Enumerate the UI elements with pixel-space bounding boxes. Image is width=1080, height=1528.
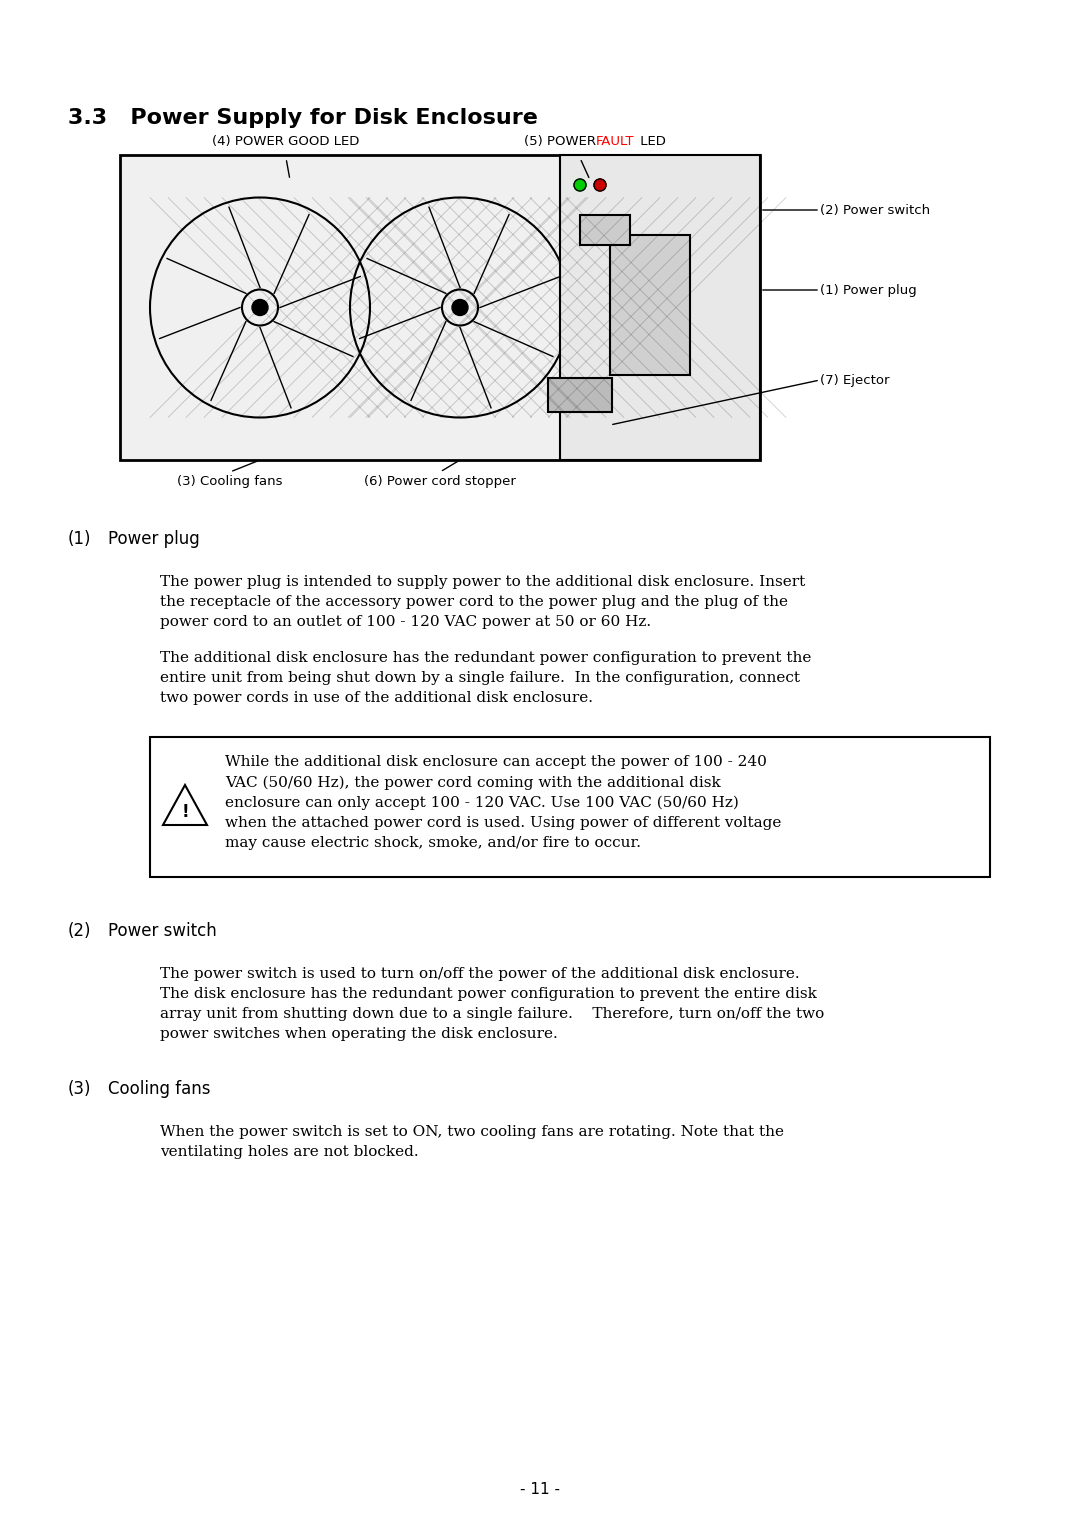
Text: !: ! <box>181 804 189 821</box>
FancyBboxPatch shape <box>610 235 690 374</box>
FancyBboxPatch shape <box>580 215 630 244</box>
Text: (2) Power switch: (2) Power switch <box>820 203 930 217</box>
FancyBboxPatch shape <box>150 736 990 877</box>
Circle shape <box>453 299 468 315</box>
Text: The additional disk enclosure has the redundant power configuration to prevent t: The additional disk enclosure has the re… <box>160 651 811 704</box>
Text: 3.3   Power Supply for Disk Enclosure: 3.3 Power Supply for Disk Enclosure <box>68 108 538 128</box>
FancyBboxPatch shape <box>120 154 760 460</box>
Text: Power plug: Power plug <box>108 530 200 549</box>
Text: LED: LED <box>636 134 666 148</box>
Text: (2): (2) <box>68 921 92 940</box>
Text: (3): (3) <box>68 1080 92 1099</box>
Text: (6) Power cord stopper: (6) Power cord stopper <box>364 475 516 487</box>
Text: (4) POWER GOOD LED: (4) POWER GOOD LED <box>213 134 360 148</box>
FancyBboxPatch shape <box>548 377 612 413</box>
Text: - 11 -: - 11 - <box>519 1482 561 1497</box>
Text: (1) Power plug: (1) Power plug <box>820 284 917 296</box>
Text: When the power switch is set to ON, two cooling fans are rotating. Note that the: When the power switch is set to ON, two … <box>160 1125 784 1160</box>
Text: (7) Ejector: (7) Ejector <box>820 373 890 387</box>
Text: Cooling fans: Cooling fans <box>108 1080 211 1099</box>
Text: While the additional disk enclosure can accept the power of 100 - 240
VAC (50/60: While the additional disk enclosure can … <box>225 755 781 851</box>
Circle shape <box>594 179 606 191</box>
Circle shape <box>252 299 268 315</box>
Text: Power switch: Power switch <box>108 921 217 940</box>
Text: The power plug is intended to supply power to the additional disk enclosure. Ins: The power plug is intended to supply pow… <box>160 575 806 630</box>
Bar <box>561 154 760 460</box>
Text: (5) POWER: (5) POWER <box>524 134 600 148</box>
Text: FAULT: FAULT <box>596 134 635 148</box>
Circle shape <box>573 179 586 191</box>
Text: (1): (1) <box>68 530 92 549</box>
Text: (3) Cooling fans: (3) Cooling fans <box>177 475 283 487</box>
Text: The power switch is used to turn on/off the power of the additional disk enclosu: The power switch is used to turn on/off … <box>160 967 824 1041</box>
